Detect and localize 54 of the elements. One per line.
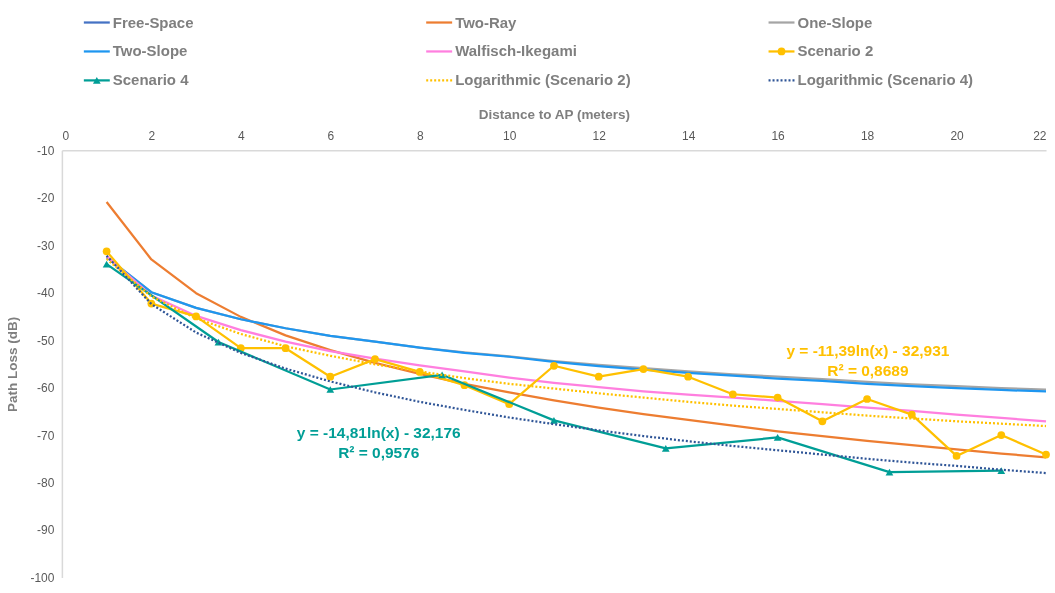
- point: [863, 395, 871, 403]
- point: [639, 365, 648, 373]
- legend-label: Walfisch-Ikegami: [455, 42, 577, 60]
- legend-label: Free-Space: [112, 13, 194, 31]
- x-tick-label: 6: [327, 128, 335, 143]
- annotation: y = -11,39ln(x) - 32,931 R² = 0,8689: [786, 342, 950, 380]
- point: [952, 452, 961, 460]
- y-tick-label: -100: [30, 570, 55, 585]
- y-tick-label: -80: [37, 476, 55, 491]
- point: [326, 386, 335, 393]
- point: [773, 393, 782, 402]
- x-axis-title: Distance to AP (meters): [478, 106, 631, 122]
- point: [997, 431, 1006, 439]
- point: [907, 410, 916, 419]
- legend-label: Two-Slope: [112, 42, 188, 60]
- x-tick-label: 2: [148, 128, 156, 143]
- y-tick-label: -10: [37, 143, 55, 158]
- point: [102, 260, 111, 268]
- y-tick-label: -70: [37, 428, 55, 443]
- point: [550, 361, 558, 370]
- x-tick-label: 4: [237, 128, 245, 143]
- point: [729, 390, 737, 399]
- x-tick-label: 18: [860, 128, 875, 143]
- legend-label: Logarithmic (Scenario 2): [455, 71, 631, 89]
- point: [102, 247, 111, 256]
- x-tick-label: 0: [62, 128, 70, 143]
- x-tick-label: 20: [950, 128, 965, 143]
- x-tick-label: 22: [1033, 128, 1047, 143]
- point: [371, 355, 379, 363]
- x-tick-label: 8: [416, 128, 424, 143]
- point: [684, 372, 693, 381]
- x-tick-label: 14: [681, 128, 696, 143]
- x-tick-label: 16: [771, 128, 786, 143]
- x-tick-label: 10: [503, 128, 517, 143]
- legend-label: Scenario 2: [797, 42, 874, 60]
- point: [818, 417, 827, 426]
- y-tick-label: -20: [37, 191, 55, 206]
- legend-label: Two-Ray: [455, 13, 518, 31]
- point: [326, 372, 335, 381]
- point: [1042, 450, 1050, 459]
- y-tick-label: -50: [37, 333, 55, 348]
- point: [594, 372, 603, 381]
- y-tick-label: -40: [37, 286, 55, 301]
- y-axis-title: Path Loss (dB): [5, 316, 21, 412]
- point: [661, 445, 670, 452]
- y-tick-label: -60: [37, 381, 55, 396]
- legend-label: One-Slope: [797, 13, 873, 31]
- legend-label: Logarithmic (Scenario 4): [797, 71, 974, 89]
- y-tick-label: -90: [37, 523, 55, 538]
- x-tick-label: 12: [592, 128, 607, 143]
- legend-label: Scenario 4: [112, 71, 190, 89]
- point: [773, 434, 782, 441]
- y-tick-label: -30: [37, 238, 55, 253]
- annotation: y = -14,81ln(x) - 32,176 R² = 0,9576: [296, 424, 462, 462]
